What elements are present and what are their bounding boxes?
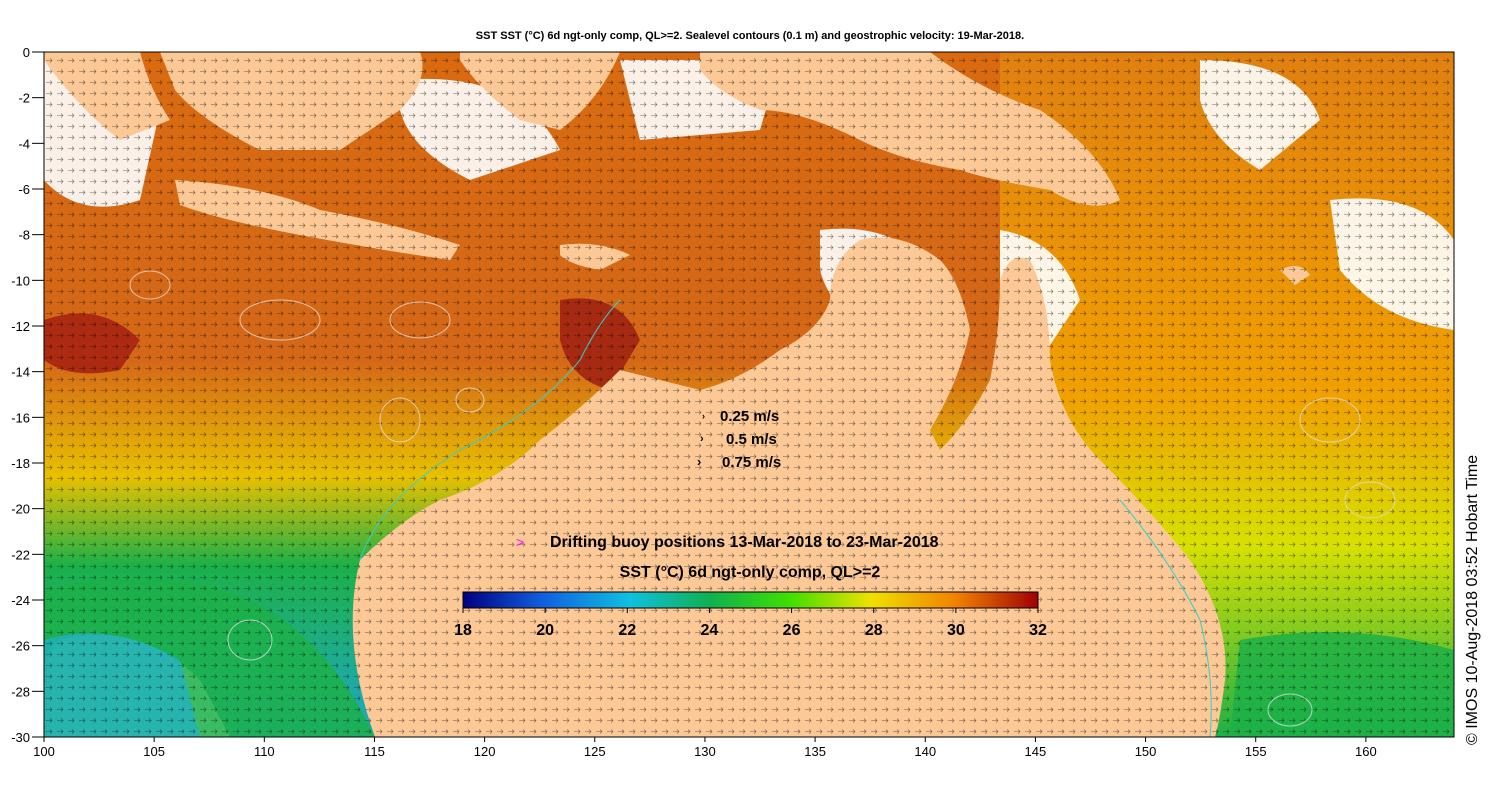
colorbar-title: SST (°C) 6d ngt-only comp, QL>=2 xyxy=(620,564,881,581)
y-axis: 0 -2 -4 -6 -8 -10 -12 -14 -16 -18 -20 -22 -24 -26 -28 -… xyxy=(11,45,44,745)
x-tick-label: 145 xyxy=(1025,744,1047,759)
y-tick-label: -6 xyxy=(18,182,30,197)
shelf-contour xyxy=(359,299,621,561)
y-tick-label: -4 xyxy=(18,136,30,151)
colorbar-tick-label: 30 xyxy=(947,622,965,639)
y-tick-label: -26 xyxy=(11,639,30,654)
y-tick-label: -12 xyxy=(11,319,30,334)
y-tick-label: -2 xyxy=(18,91,30,106)
buoy-legend-label: Drifting buoy positions 13-Mar-2018 to 2… xyxy=(550,534,939,551)
velocity-arrow-icon: › xyxy=(700,433,704,445)
y-tick-label: -18 xyxy=(11,456,30,471)
velocity-legend-item: › 0.75 m/s xyxy=(697,454,781,471)
colorbar-gradient xyxy=(462,591,1039,609)
velocity-label-1: 0.25 m/s xyxy=(720,408,779,425)
colorbar-tick-label: 20 xyxy=(536,622,554,639)
velocity-legend: › 0.25 m/s › 0.5 m/s › 0.75 m/s xyxy=(697,408,781,471)
x-tick-label: 100 xyxy=(33,744,55,759)
velocity-label-3: 0.75 m/s xyxy=(722,454,781,471)
x-tick-label: 130 xyxy=(694,744,716,759)
y-tick-label: -14 xyxy=(11,365,30,380)
chart-title: SST SST (°C) 6d ngt-only comp, QL>=2. Se… xyxy=(475,30,1025,42)
y-tick-label: -20 xyxy=(11,502,30,517)
velocity-legend-item: › 0.25 m/s xyxy=(702,408,779,425)
y-tick-label: -24 xyxy=(11,593,30,608)
y-tick-label: -10 xyxy=(11,273,30,288)
colorbar-tick-label: 32 xyxy=(1029,622,1047,639)
velocity-arrow-icon: › xyxy=(702,411,705,421)
x-tick-label: 105 xyxy=(143,744,165,759)
x-tick-label: 110 xyxy=(254,744,275,759)
colorbar: SST (°C) 6d ngt-only comp, QL>=2 18 20 22 2… xyxy=(454,564,1047,639)
sealevel-contours xyxy=(129,270,1396,727)
x-tick-label: 140 xyxy=(914,744,936,759)
map-frame xyxy=(43,51,1455,738)
colorbar-tick-label: 26 xyxy=(783,622,801,639)
y-tick-label: 0 xyxy=(23,45,30,60)
x-tick-label: 160 xyxy=(1355,744,1377,759)
y-tick-label: -8 xyxy=(18,228,30,243)
x-axis: 100 105 110 115 120 125 130 135 140 145 150 155 160 xyxy=(33,737,1377,759)
y-tick-label: -30 xyxy=(11,730,30,745)
x-tick-label: 135 xyxy=(804,744,826,759)
shelf-contour xyxy=(1119,499,1212,738)
x-tick-label: 115 xyxy=(364,744,385,759)
x-tick-label: 150 xyxy=(1135,744,1157,759)
map-plot-area xyxy=(43,51,1455,738)
y-tick-label: -22 xyxy=(11,547,30,562)
colorbar-tick-label: 28 xyxy=(865,622,883,639)
velocity-label-2: 0.5 m/s xyxy=(726,431,777,448)
x-tick-label: 155 xyxy=(1245,744,1267,759)
colorbar-ticks: 18 20 22 24 26 28 30 32 xyxy=(454,608,1047,639)
buoy-marker-icon: > xyxy=(516,534,524,550)
y-tick-label: -16 xyxy=(11,410,30,425)
buoy-legend: > Drifting buoy positions 13-Mar-2018 to… xyxy=(516,534,939,551)
colorbar-tick-label: 24 xyxy=(701,622,719,639)
colorbar-tick-label: 22 xyxy=(618,622,636,639)
credit-text: © IMOS 10-Aug-2018 03:52 Hobart Time xyxy=(1464,454,1481,745)
velocity-legend-item: › 0.5 m/s xyxy=(700,431,777,448)
colorbar-tick-label: 18 xyxy=(454,622,472,639)
velocity-vector-field xyxy=(44,52,1454,737)
x-tick-label: 120 xyxy=(474,744,496,759)
x-tick-label: 125 xyxy=(584,744,606,759)
y-tick-label: -28 xyxy=(11,684,30,699)
velocity-arrow-icon: › xyxy=(697,454,701,469)
